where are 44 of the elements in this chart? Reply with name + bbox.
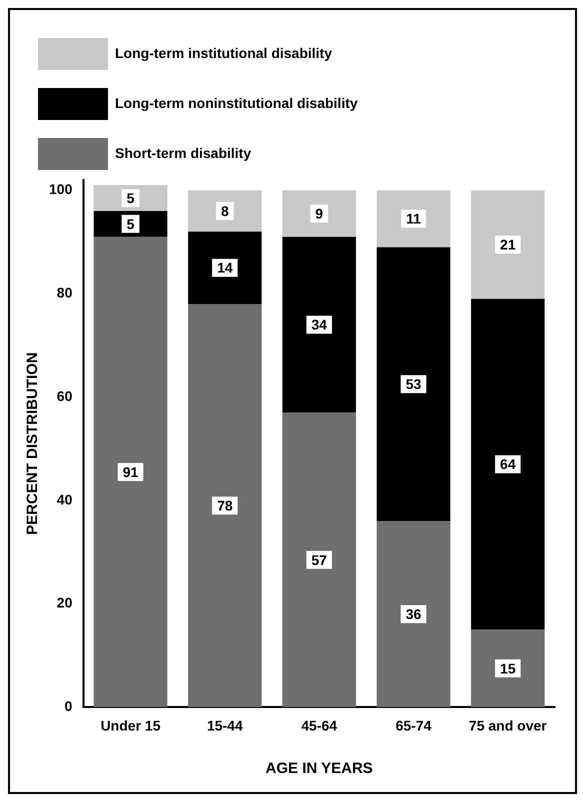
data-label: 5 [126,216,135,232]
bar [376,247,450,522]
x-tick-label: 75 and over [468,717,548,734]
data-label: 53 [406,376,422,392]
bar [188,232,262,304]
bar [282,412,356,708]
data-label: 57 [311,552,328,568]
data-label: 11 [406,210,422,227]
data-label: 9 [315,205,324,222]
bar [471,298,545,630]
data-label: 64 [500,456,516,472]
legend-label: Long-term institutional disability [115,44,332,61]
data-label: 21 [500,236,516,252]
data-label: 36 [406,606,422,622]
y-tick-label: 20 [56,594,73,611]
legend-label: Long-term noninstitutional disability [115,94,358,111]
y-tick-label: 60 [56,388,73,404]
y-tick-label: 100 [49,181,73,198]
y-tick-label: 40 [56,491,73,508]
x-tick-label: 45-64 [301,717,338,734]
bar [188,190,262,232]
data-label: 8 [220,202,229,219]
y-axis-title: PERCENT DISTRIBUTION [24,352,42,535]
bar [282,236,356,413]
data-label: 14 [217,260,233,276]
bar [376,521,450,708]
data-label: 34 [311,316,328,333]
data-label: 15 [500,660,516,676]
data-label: 91 [122,464,139,480]
bar [471,630,545,708]
legend-label: Short-term disability [115,144,252,161]
bar [376,190,450,248]
x-tick-label: 65-74 [396,717,432,734]
data-label: 5 [126,190,135,206]
x-axis-title: AGE IN YEARS [266,760,373,778]
bar [282,190,356,237]
x-tick-label: 15-44 [206,717,243,734]
y-tick-label: 80 [56,284,73,301]
bar [188,304,262,708]
y-tick-label: 0 [64,698,73,714]
bar [94,236,168,708]
data-label: 78 [217,497,233,514]
bar [471,190,545,299]
x-tick-label: Under 15 [100,717,161,734]
